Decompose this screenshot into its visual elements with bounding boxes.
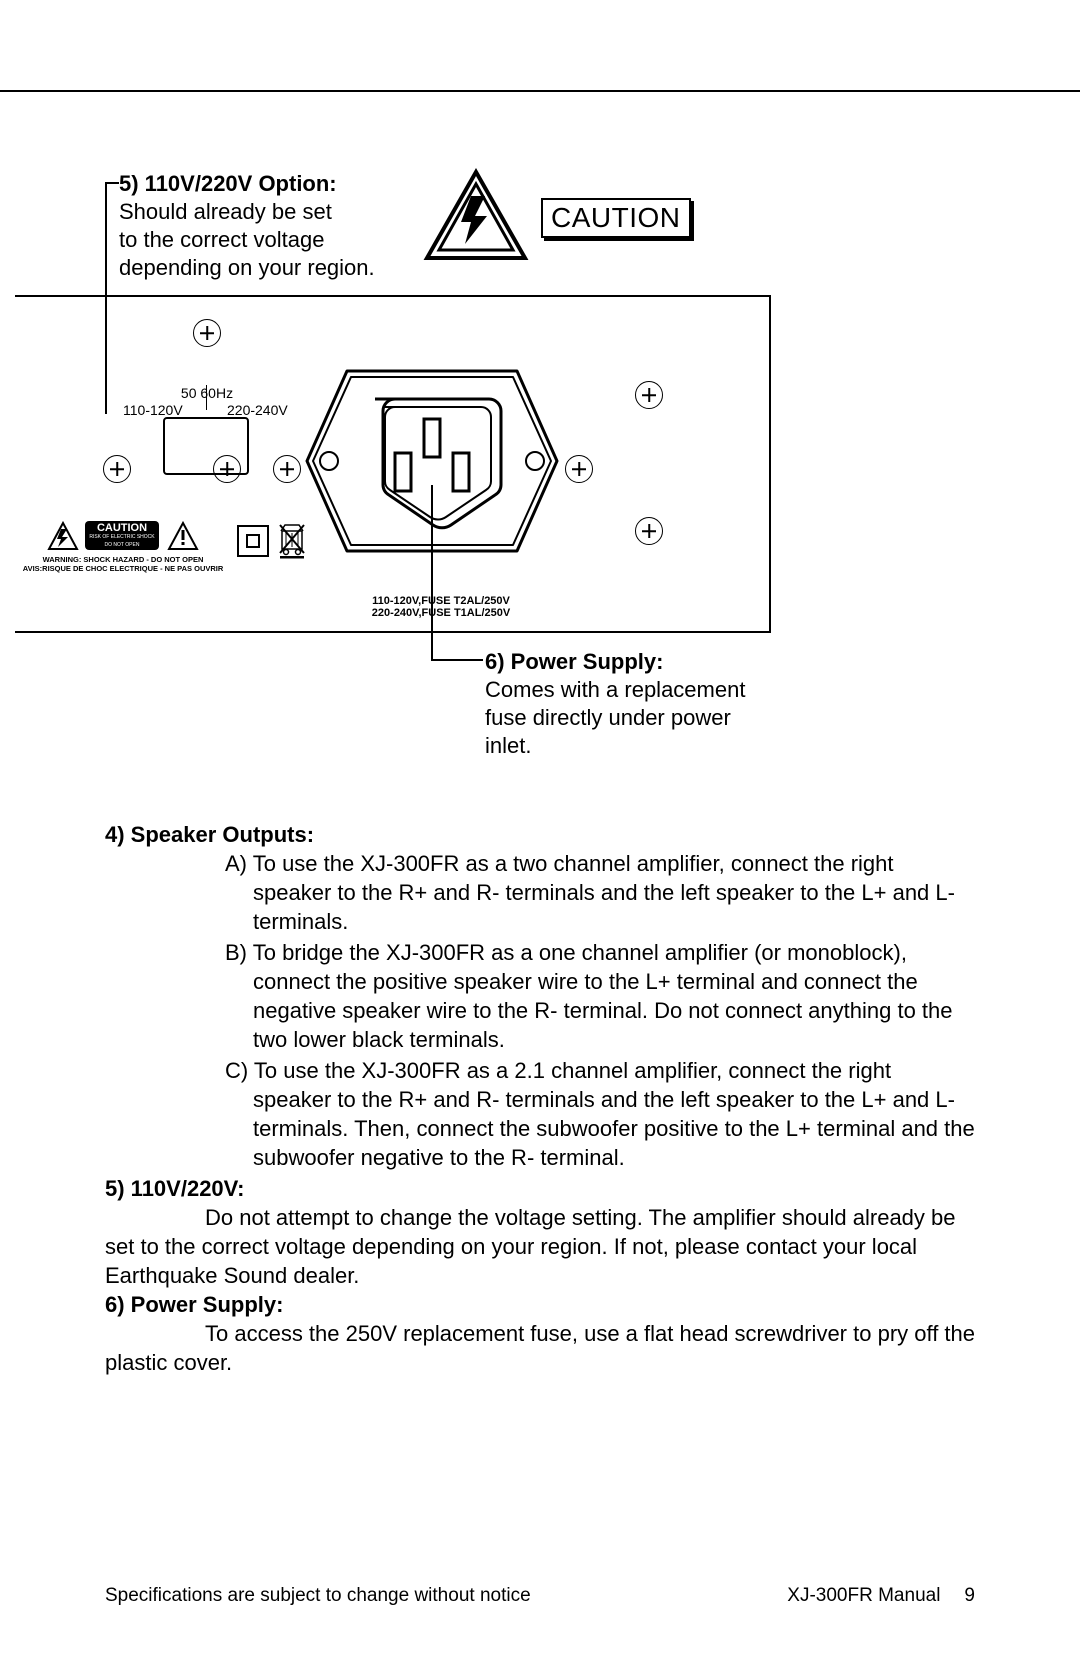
footer-right: XJ-300FR Manual9	[787, 1585, 975, 1607]
fuse-rating-label: 110-120V,FUSE T2AL/250V 220-240V,FUSE T1…	[351, 595, 531, 619]
vsel-divider	[206, 385, 207, 410]
shock-hazard-icon	[47, 521, 79, 551]
hazard-voltage-icon	[421, 168, 531, 262]
leader-line-5	[105, 182, 107, 414]
section6-title: 6) Power Supply:	[105, 1290, 975, 1319]
page-footer: Specifications are subject to change wit…	[105, 1585, 975, 1607]
section4-a: A) To use the XJ-300FR as a two channel …	[225, 849, 975, 936]
v220-label: 220-240V	[227, 402, 288, 418]
section5-title: 5) 110V/220V:	[105, 1174, 975, 1203]
footer-left: Specifications are subject to change wit…	[105, 1585, 531, 1607]
leader-line-6h	[431, 659, 483, 661]
screw-icon	[193, 319, 221, 347]
callout-voltage-option: 5) 110V/220V Option: Should already be s…	[105, 170, 375, 282]
section5-body: Do not attempt to change the voltage set…	[105, 1203, 975, 1290]
screw-icon	[635, 517, 663, 545]
section4-title: 4) Speaker Outputs:	[105, 820, 975, 849]
callout5-line1: Should already be set	[119, 198, 375, 226]
page-top-rule	[0, 90, 1080, 92]
double-insulated-icon	[237, 525, 269, 557]
callout6-line3: inlet.	[485, 732, 745, 760]
warning-exclaim-icon	[167, 521, 199, 551]
body-text: 4) Speaker Outputs: A) To use the XJ-300…	[105, 820, 975, 1377]
freq-label: 50 60Hz	[167, 385, 247, 401]
weee-bin-icon	[277, 521, 307, 559]
warning-text: WARNING: SHOCK HAZARD - DO NOT OPEN AVIS…	[19, 555, 227, 573]
voltage-selector-switch	[163, 417, 249, 475]
leader-line-6v	[431, 485, 433, 660]
callout-power-supply: 6) Power Supply: Comes with a replacemen…	[485, 648, 745, 760]
warning-label-block: CAUTION RISK OF ELECTRIC SHOCK DO NOT OP…	[23, 521, 223, 583]
caution-pill: CAUTION RISK OF ELECTRIC SHOCK DO NOT OP…	[85, 521, 159, 550]
screw-icon	[635, 381, 663, 409]
screw-icon	[565, 455, 593, 483]
screw-icon	[103, 455, 131, 483]
callout5-line2: to the correct voltage	[119, 226, 375, 254]
v110-label: 110-120V	[123, 402, 183, 418]
section4-c: C) To use the XJ-300FR as a 2.1 channel …	[225, 1056, 975, 1172]
section6-body: To access the 250V replacement fuse, use…	[105, 1319, 975, 1377]
screw-icon	[273, 455, 301, 483]
callout6-title: 6) Power Supply:	[485, 648, 745, 676]
callout6-line1: Comes with a replacement	[485, 676, 745, 704]
callout5-line3: depending on your region.	[119, 254, 375, 282]
callout6-line2: fuse directly under power	[485, 704, 745, 732]
section4-b: B) To bridge the XJ-300FR as a one chann…	[225, 938, 975, 1054]
caution-label: CAUTION	[541, 198, 691, 238]
callout5-title: 5) 110V/220V Option:	[119, 170, 375, 198]
rear-panel-diagram: 50 60Hz 110-120V 220-240V 110-120V,FUSE …	[15, 295, 771, 633]
